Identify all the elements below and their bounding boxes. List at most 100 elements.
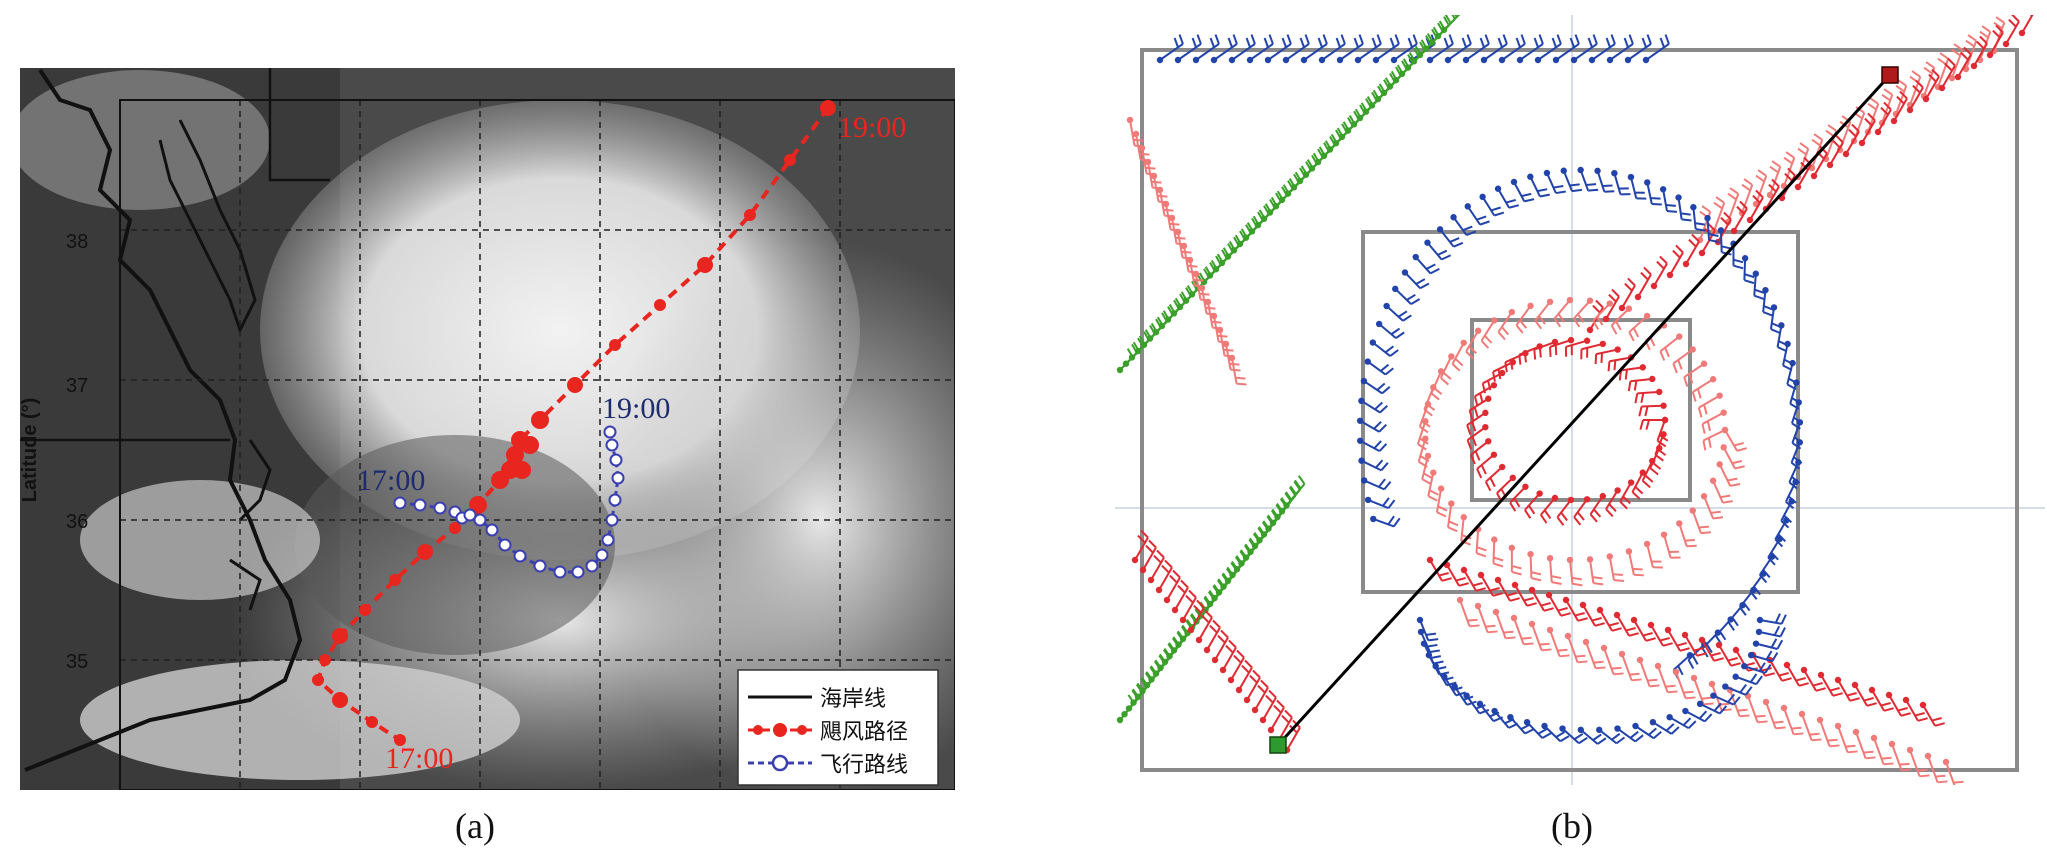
light-red-wind-barb — [1150, 172, 1158, 180]
light-red-wind-barb — [1797, 147, 1807, 156]
red-wind-barb — [1480, 574, 1494, 597]
blue-wind-barb — [1780, 614, 1787, 625]
blue-wind-barb — [1780, 500, 1793, 522]
blue-wind-barb — [1267, 43, 1292, 61]
light-red-wind-barb — [1995, 16, 2005, 24]
red-wind-barb — [1618, 370, 1622, 381]
red-wind-barb — [1794, 183, 1802, 191]
blue-wind-barb — [1336, 56, 1344, 64]
light-red-wind-barb — [1493, 562, 1504, 568]
blue-wind-barb — [1359, 419, 1380, 433]
light-red-wind-barb — [1467, 618, 1478, 622]
blue-wind-barb — [1214, 34, 1220, 45]
blue-wind-barb — [1263, 37, 1269, 48]
blue-wind-barb — [1410, 298, 1421, 305]
blue-wind-barb — [1425, 263, 1436, 270]
light-red-wind-barb — [1418, 403, 1429, 428]
light-red-wind-barb — [1168, 214, 1176, 222]
blue-wind-barb — [1498, 56, 1506, 64]
blue-wind-barb — [1455, 691, 1466, 697]
red-wind-barb — [1474, 450, 1481, 461]
red-wind-barb — [1246, 676, 1261, 701]
blue-wind-barb — [1749, 673, 1758, 683]
red-wind-barb — [1540, 497, 1556, 516]
blue-wind-barb — [1634, 725, 1655, 740]
green-wind-barb — [1175, 641, 1182, 648]
light-red-wind-barb — [1636, 656, 1644, 664]
red-wind-barb — [1660, 402, 1667, 409]
blue-wind-barb — [1696, 700, 1704, 708]
light-red-wind-barb — [1485, 624, 1496, 628]
blue-wind-barb — [1381, 386, 1391, 395]
blue-wind-barb — [1690, 203, 1697, 211]
lat-tick-36: 36 — [66, 511, 88, 533]
red-wind-barb — [1656, 419, 1666, 442]
blue-wind-barb — [1687, 720, 1697, 729]
blue-wind-barb — [1484, 34, 1490, 45]
flight-track-point — [585, 559, 599, 573]
green-wind-barb — [1265, 525, 1272, 532]
green-wind-barb — [1218, 259, 1226, 267]
blue-wind-barb — [1556, 34, 1562, 45]
blue-wind-barb — [1521, 192, 1532, 198]
red-wind-barb — [1533, 341, 1556, 351]
blue-wind-barb — [1680, 212, 1691, 216]
blue-wind-barb — [1795, 459, 1802, 466]
red-wind-barb — [1624, 369, 1628, 380]
light-red-wind-barb — [1811, 138, 1821, 147]
red-wind-barb — [1957, 53, 1972, 78]
blue-wind-barb — [1717, 227, 1725, 234]
green-wind-barb — [1278, 508, 1286, 515]
red-wind-barb — [1621, 284, 1636, 309]
red-wind-barb — [1201, 614, 1210, 624]
blue-wind-barb — [1389, 349, 1399, 357]
light-red-wind-barb — [1201, 287, 1208, 314]
blue-wind-barb — [1389, 37, 1395, 48]
light-red-wind-barb — [1935, 774, 1946, 778]
blue-wind-barb — [1466, 205, 1481, 226]
blue-wind-barb — [1463, 695, 1474, 701]
light-red-wind-barb — [1720, 444, 1727, 451]
red-wind-barb — [1661, 416, 1669, 424]
blue-wind-barb — [1380, 363, 1390, 372]
red-wind-barb — [1662, 642, 1673, 647]
blue-wind-barb — [1195, 43, 1220, 61]
blue-wind-barb — [1281, 37, 1287, 48]
red-wind-barb — [1941, 64, 1956, 89]
flight-track-point — [473, 513, 487, 527]
red-wind-barb — [1832, 692, 1843, 697]
red-wind-barb — [1518, 354, 1522, 365]
green-wind-barb — [1128, 354, 1136, 361]
blue-wind-barb — [1508, 722, 1519, 729]
blue-wind-barb — [1684, 710, 1706, 723]
red-wind-barb — [1682, 260, 1690, 268]
red-wind-barb — [1475, 587, 1486, 592]
blue-wind-barb — [1373, 420, 1382, 430]
blue-wind-barb — [1569, 37, 1575, 48]
blue-wind-barb — [1282, 56, 1290, 64]
red-wind-barb — [1645, 637, 1656, 642]
red-wind-barb — [1829, 141, 1844, 166]
light-red-wind-barb — [1953, 780, 1964, 784]
light-red-wind-barb — [1736, 447, 1747, 452]
light-red-wind-barb — [1837, 725, 1849, 753]
light-red-wind-barb — [1683, 362, 1705, 378]
red-wind-barb — [1688, 238, 1697, 248]
light-red-wind-barb — [1906, 746, 1914, 754]
typhoon-track-point — [366, 716, 378, 728]
red-wind-barb — [1877, 108, 1892, 133]
green-wind-barb — [1284, 190, 1292, 197]
light-red-wind-barb — [1193, 278, 1204, 282]
light-red-wind-barb — [1710, 510, 1721, 514]
light-red-wind-barb — [1606, 553, 1613, 560]
red-wind-barb — [1885, 691, 1893, 699]
red-wind-barb — [1874, 128, 1882, 136]
blue-wind-barb — [1364, 496, 1372, 504]
red-wind-barb — [1509, 502, 1517, 512]
red-wind-barb — [1188, 589, 1197, 599]
red-wind-barb — [1573, 498, 1588, 518]
blue-wind-barb — [1515, 37, 1521, 48]
light-red-wind-barb — [1531, 623, 1543, 651]
red-wind-barb — [1492, 361, 1514, 373]
blue-wind-barb — [1758, 662, 1766, 672]
